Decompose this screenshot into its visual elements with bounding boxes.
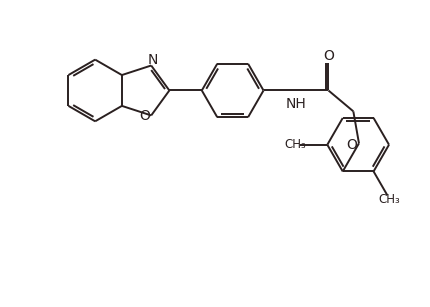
Text: CH₃: CH₃ [284,138,305,151]
Text: O: O [346,138,357,152]
Text: NH: NH [285,97,306,111]
Text: O: O [322,49,333,63]
Text: N: N [147,53,158,67]
Text: O: O [138,109,150,123]
Text: CH₃: CH₃ [378,193,399,206]
